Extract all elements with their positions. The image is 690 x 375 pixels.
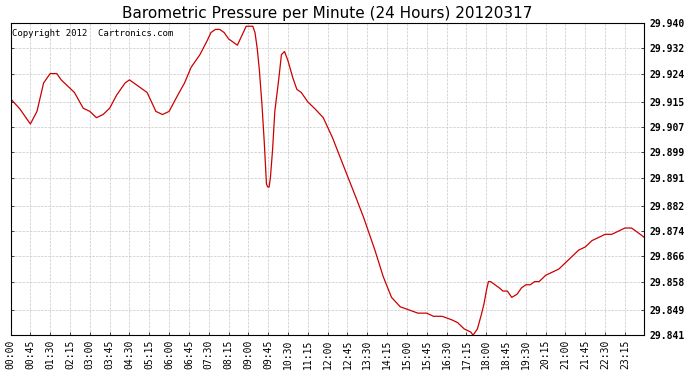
Title: Barometric Pressure per Minute (24 Hours) 20120317: Barometric Pressure per Minute (24 Hours… [122,6,533,21]
Text: Copyright 2012  Cartronics.com: Copyright 2012 Cartronics.com [12,29,174,38]
